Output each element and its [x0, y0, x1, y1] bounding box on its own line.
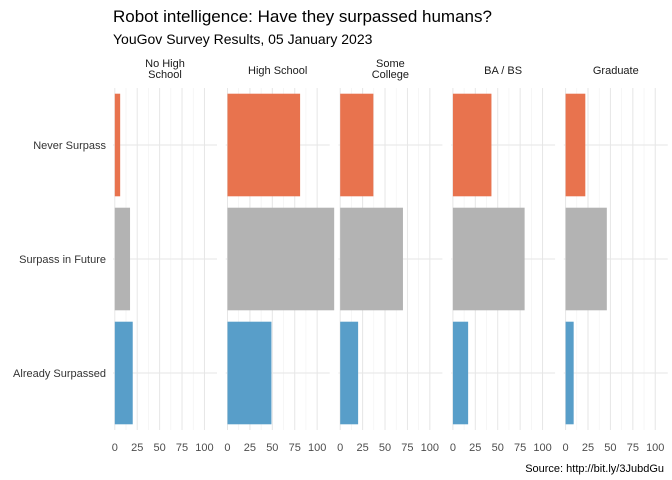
facet-strip-label: Some: [376, 58, 405, 70]
bar-never-surpass-high-school: [227, 93, 301, 197]
bar-surpass-in-future-some-college: [340, 207, 403, 311]
panel-ba-bs: BA / BS 0 25 50 75 100: [450, 65, 556, 454]
x-tick-label: 100: [308, 442, 326, 454]
panel-graduate: Graduate 0 25 50 75 100: [563, 65, 668, 454]
bar-never-surpass-graduate: [565, 93, 586, 197]
x-tick-label: 100: [421, 442, 439, 454]
x-tick-label: 75: [401, 442, 413, 454]
facet-strip-label: No High: [145, 58, 185, 70]
bar-never-surpass-no-high-school: [114, 93, 121, 197]
x-tick-label: 25: [244, 442, 256, 454]
x-tick-label: 100: [195, 442, 213, 454]
bar-already-surpassed-high-school: [227, 321, 272, 425]
x-tick-label: 0: [563, 442, 569, 454]
x-tick-label: 0: [224, 442, 230, 454]
bar-surpass-in-future-graduate: [565, 207, 607, 311]
y-tick-label-surpass-in-future: Surpass in Future: [19, 254, 106, 266]
x-tick-label: 100: [646, 442, 664, 454]
bar-surpass-in-future-high-school: [227, 207, 335, 311]
facet-strip-label: Graduate: [593, 65, 639, 77]
bar-never-surpass-some-college: [340, 93, 374, 197]
facet-strip-label: High School: [248, 65, 307, 77]
x-tick-label: 25: [131, 442, 143, 454]
y-axis: Never Surpass Surpass in Future Already Su…: [13, 140, 106, 380]
x-tick-label: 75: [289, 442, 301, 454]
x-tick-label: 25: [582, 442, 594, 454]
x-tick-label: 0: [112, 442, 118, 454]
bar-already-surpassed-ba-bs: [452, 321, 469, 425]
panel-high-school: High School 0 25 50 75 100: [224, 65, 335, 454]
bar-surpass-in-future-ba-bs: [452, 207, 525, 311]
x-tick-label: 50: [604, 442, 616, 454]
x-tick-label: 100: [533, 442, 551, 454]
facet-strip-label: School: [148, 69, 182, 81]
bar-already-surpassed-no-high-school: [114, 321, 133, 425]
bar-already-surpassed-graduate: [565, 321, 574, 425]
x-tick-label: 50: [266, 442, 278, 454]
x-tick-label: 75: [514, 442, 526, 454]
bar-surpass-in-future-no-high-school: [114, 207, 131, 311]
x-tick-label: 50: [153, 442, 165, 454]
x-tick-label: 50: [379, 442, 391, 454]
x-tick-label: 50: [492, 442, 504, 454]
facet-strip-label: College: [372, 69, 409, 81]
chart-subtitle: YouGov Survey Results, 05 January 2023: [113, 31, 373, 47]
x-tick-label: 75: [627, 442, 639, 454]
facet-strip-label: BA / BS: [484, 65, 522, 77]
y-tick-label-never-surpass: Never Surpass: [33, 140, 106, 152]
bar-never-surpass-ba-bs: [452, 93, 492, 197]
x-tick-label: 0: [337, 442, 343, 454]
bar-already-surpassed-some-college: [340, 321, 359, 425]
x-tick-label: 25: [356, 442, 368, 454]
chart-title: Robot intelligence: Have they surpassed …: [113, 7, 492, 26]
x-tick-label: 25: [469, 442, 481, 454]
chart-caption: Source: http://bit.ly/3JubdGu: [525, 463, 664, 475]
y-tick-label-already-surpassed: Already Surpassed: [13, 368, 106, 380]
x-tick-label: 75: [176, 442, 188, 454]
x-tick-label: 0: [450, 442, 456, 454]
